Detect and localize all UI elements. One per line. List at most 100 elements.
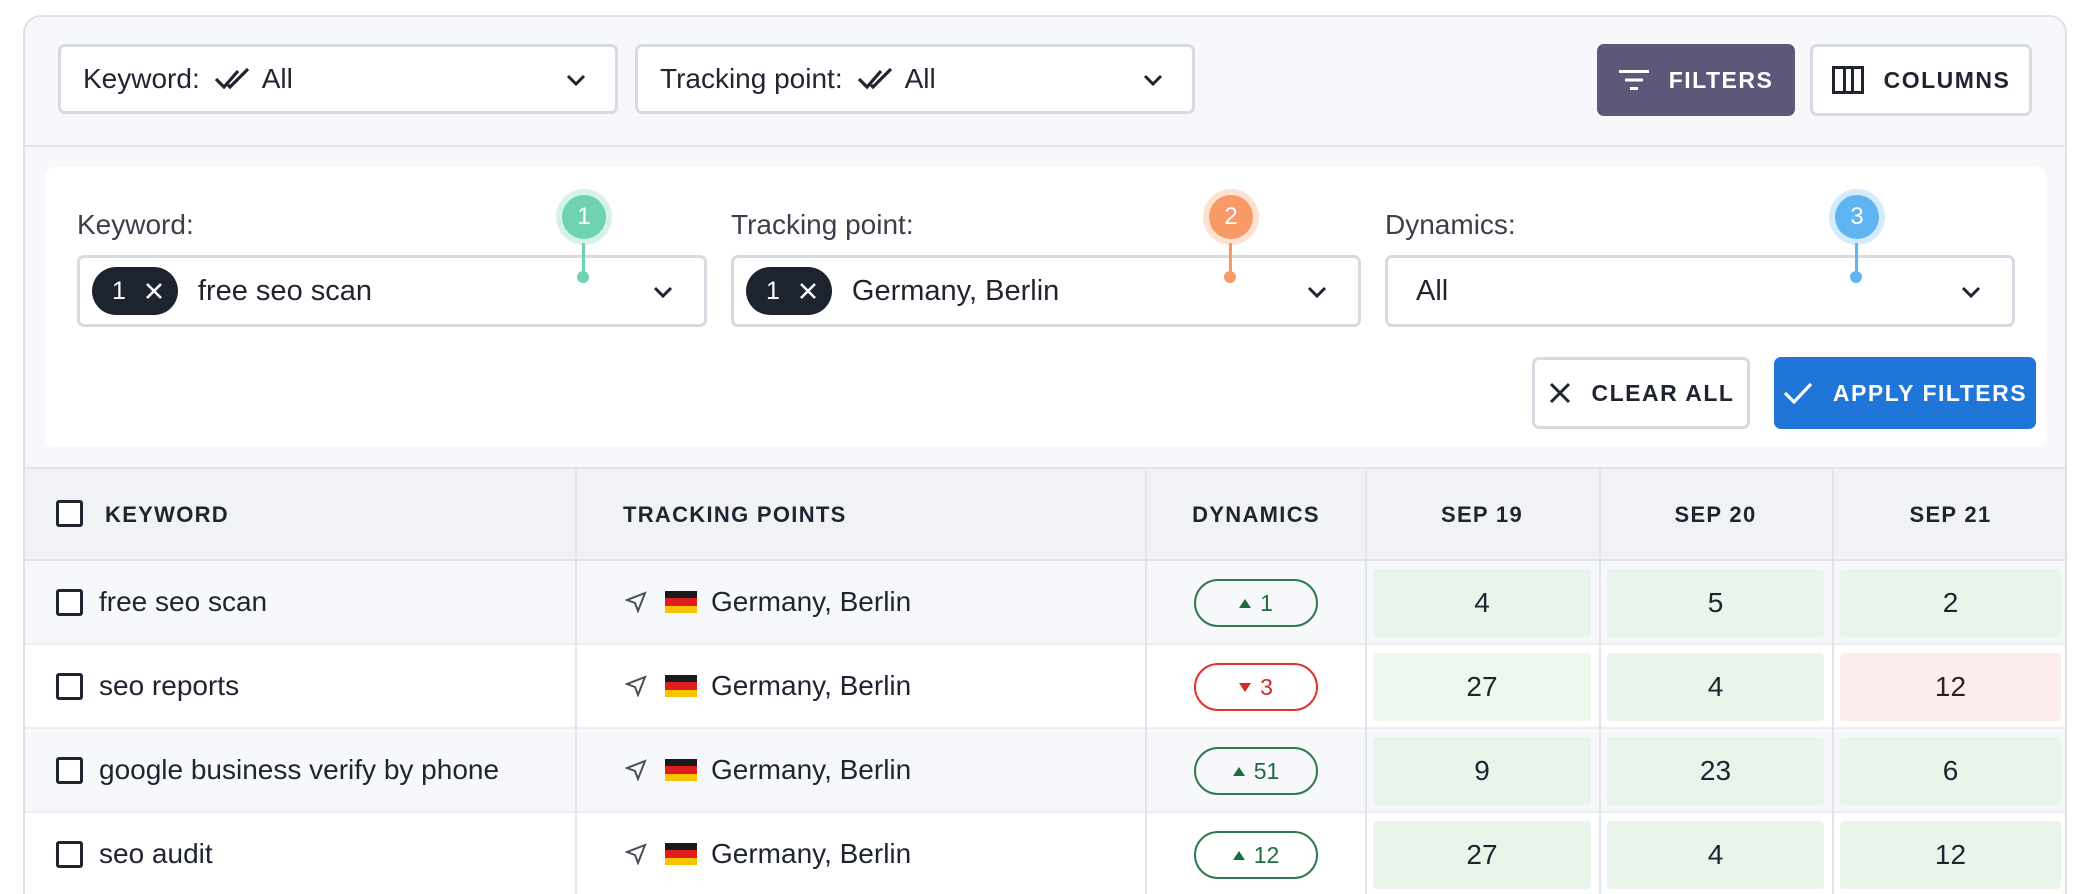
tracking-filter-label: Tracking point: <box>731 209 914 240</box>
position-cell: 4 <box>1607 821 1824 889</box>
position-cell: 4 <box>1607 653 1824 721</box>
filters-button-label: FILTERS <box>1668 66 1774 93</box>
filters-button[interactable]: FILTERS <box>1597 44 1795 116</box>
tracking-point-quick-select-label: Tracking point: <box>660 63 843 94</box>
close-icon <box>1549 382 1570 404</box>
table-row[interactable]: seo reports Germany, Berlin 3 27 4 12 <box>25 645 2065 729</box>
clear-all-button[interactable]: CLEAR ALL <box>1532 357 1750 429</box>
dynamics-value: 51 <box>1253 757 1280 784</box>
germany-flag-icon <box>665 843 697 865</box>
chip-count: 1 <box>112 276 126 305</box>
header-tracking-points[interactable]: TRACKING POINTS <box>623 502 847 527</box>
position-cell: 12 <box>1840 653 2061 721</box>
row-keyword[interactable]: seo reports <box>99 670 240 701</box>
position-cell: 12 <box>1840 821 2061 889</box>
marker-1-number: 1 <box>562 195 606 239</box>
dynamics-value: 3 <box>1260 673 1273 700</box>
keyword-filter-select[interactable]: 1 free seo scan <box>77 255 707 327</box>
navigation-arrow-icon <box>625 759 647 781</box>
table-row[interactable]: seo audit Germany, Berlin 12 27 4 12 <box>25 813 2065 894</box>
header-date-2[interactable]: SEP 20 <box>1674 502 1757 527</box>
table-row[interactable]: free seo scan Germany, Berlin 1 4 5 2 <box>25 561 2065 645</box>
keyword-quick-select-label: Keyword: <box>83 63 200 94</box>
row-tracking-label: Germany, Berlin <box>711 838 912 869</box>
row-checkbox[interactable] <box>56 757 83 784</box>
chip-count: 1 <box>766 276 780 305</box>
tracking-point-quick-select-value: All <box>904 63 936 94</box>
keyword-selected-chip[interactable]: 1 <box>92 267 178 315</box>
filter-icon <box>1618 70 1649 90</box>
dynamics-badge: 3 <box>1194 663 1318 711</box>
keyword-filter-value: free seo scan <box>197 274 373 307</box>
columns-button[interactable]: COLUMNS <box>1810 44 2032 116</box>
close-icon[interactable] <box>798 281 818 301</box>
header-date-1[interactable]: SEP 19 <box>1440 502 1523 527</box>
column-divider <box>575 467 577 894</box>
row-tracking-point: Germany, Berlin <box>625 729 911 811</box>
marker-3-number: 3 <box>1835 195 1879 239</box>
dynamics-value: 1 <box>1260 589 1273 616</box>
row-keyword[interactable]: free seo scan <box>99 586 268 617</box>
chevron-down-icon <box>653 286 673 299</box>
filter-card: Keyword: 1 free seo scan Tracking point:… <box>45 167 2047 447</box>
navigation-arrow-icon <box>625 675 647 697</box>
row-tracking-label: Germany, Berlin <box>711 670 912 701</box>
row-checkbox[interactable] <box>56 841 83 868</box>
column-divider <box>1365 467 1367 894</box>
dynamics-value: 12 <box>1253 841 1280 868</box>
toolbar: Keyword: All Tracking point: All FILTERS… <box>25 17 2065 147</box>
germany-flag-icon <box>665 591 697 613</box>
row-checkbox[interactable] <box>56 673 83 700</box>
position-cell: 27 <box>1373 821 1591 889</box>
tracking-selected-chip[interactable]: 1 <box>746 267 832 315</box>
navigation-arrow-icon <box>625 843 647 865</box>
chevron-down-icon <box>1143 74 1163 87</box>
dynamics-filter-select[interactable]: All <box>1385 255 2015 327</box>
germany-flag-icon <box>665 759 697 781</box>
column-divider <box>1145 467 1147 894</box>
position-cell: 2 <box>1840 569 2061 637</box>
keyword-filter-label: Keyword: <box>77 209 194 240</box>
dynamics-badge: 51 <box>1194 747 1318 795</box>
header-date-3[interactable]: SEP 21 <box>1909 502 1992 527</box>
header-dynamics[interactable]: DYNAMICS <box>1192 502 1320 527</box>
arrow-up-icon <box>1232 850 1245 860</box>
check-icon <box>1783 382 1813 405</box>
double-check-icon <box>857 67 892 90</box>
arrow-up-icon <box>1239 598 1252 608</box>
dynamics-badge: 1 <box>1194 579 1318 627</box>
row-tracking-label: Germany, Berlin <box>711 586 912 617</box>
table-row[interactable]: google business verify by phone Germany, … <box>25 729 2065 813</box>
chevron-down-icon <box>566 74 586 87</box>
columns-icon <box>1831 66 1864 94</box>
keyword-quick-select[interactable]: Keyword: All <box>58 44 618 114</box>
position-cell: 9 <box>1373 737 1591 805</box>
tracking-point-quick-select[interactable]: Tracking point: All <box>635 44 1195 114</box>
column-divider <box>1599 467 1601 894</box>
clear-all-label: CLEAR ALL <box>1591 379 1735 406</box>
tracking-filter-select[interactable]: 1 Germany, Berlin <box>731 255 1361 327</box>
close-icon[interactable] <box>144 281 164 301</box>
header-keyword[interactable]: KEYWORD <box>105 502 229 527</box>
columns-button-label: COLUMNS <box>1883 66 2011 93</box>
row-tracking-point: Germany, Berlin <box>625 561 911 643</box>
double-check-icon <box>214 67 249 90</box>
arrow-down-icon <box>1239 682 1252 692</box>
row-keyword[interactable]: seo audit <box>99 838 213 869</box>
position-cell: 4 <box>1373 569 1591 637</box>
apply-filters-button[interactable]: APPLY FILTERS <box>1774 357 2036 429</box>
dynamics-filter-value: All <box>1416 274 1449 307</box>
row-tracking-point: Germany, Berlin <box>625 813 911 894</box>
position-cell: 5 <box>1607 569 1824 637</box>
row-tracking-point: Germany, Berlin <box>625 645 911 727</box>
position-cell: 23 <box>1607 737 1824 805</box>
row-keyword[interactable]: google business verify by phone <box>99 754 500 785</box>
arrow-up-icon <box>1232 766 1245 776</box>
row-checkbox[interactable] <box>56 589 83 616</box>
row-tracking-label: Germany, Berlin <box>711 754 912 785</box>
select-all-checkbox[interactable] <box>56 500 83 527</box>
apply-filters-label: APPLY FILTERS <box>1832 379 2028 406</box>
dynamics-filter-label: Dynamics: <box>1385 209 1516 240</box>
position-cell: 6 <box>1840 737 2061 805</box>
navigation-arrow-icon <box>625 591 647 613</box>
